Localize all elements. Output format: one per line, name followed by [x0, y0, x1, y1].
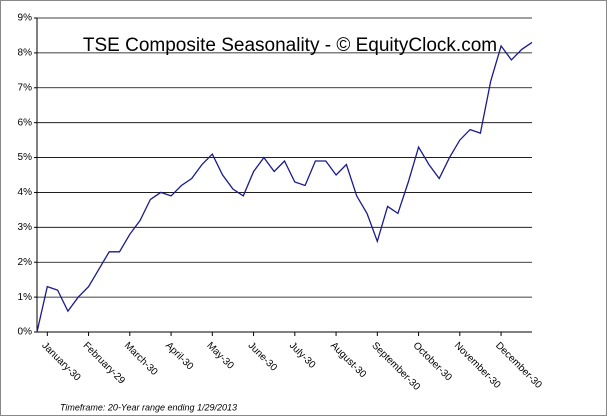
line-series [36, 41, 533, 333]
y-tick-label: 3% [18, 222, 33, 233]
y-tick-label: 1% [18, 292, 33, 303]
y-tick-label: 6% [18, 117, 33, 128]
y-tick-label: 8% [18, 48, 33, 59]
y-tick-label: 5% [18, 152, 33, 163]
y-tick-label: 7% [18, 82, 33, 93]
y-tick-label: 4% [18, 187, 33, 198]
chart-title: TSE Composite Seasonality - © EquityCloc… [83, 35, 497, 56]
footnote: Timeframe: 20-Year range ending 1/29/201… [60, 402, 237, 412]
y-tick-label: 0% [18, 327, 33, 338]
y-tick-label: 2% [18, 257, 33, 268]
y-tick-label: 9% [18, 13, 33, 24]
